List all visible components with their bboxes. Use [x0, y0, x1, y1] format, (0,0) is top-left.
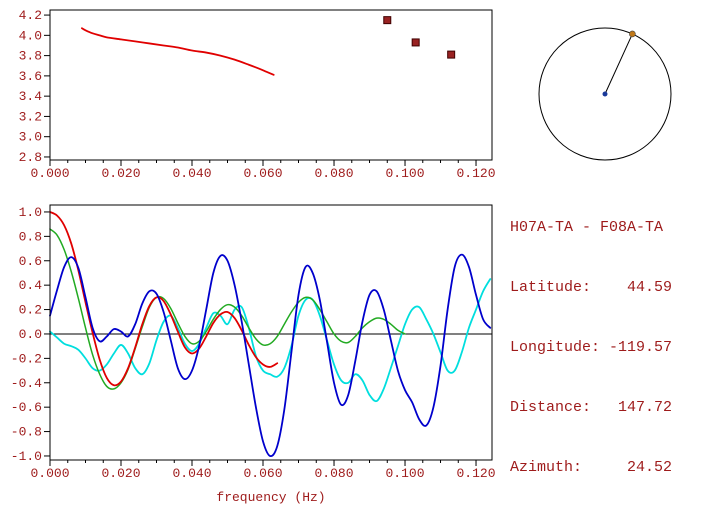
svg-text:0.040: 0.040	[173, 466, 212, 481]
svg-text:0.6: 0.6	[19, 254, 42, 269]
station-pair: H07A-TA - F08A-TA	[510, 219, 664, 236]
info-row-azimuth: Azimuth: 24.52	[510, 458, 672, 478]
info-label: Distance:	[510, 399, 592, 416]
info-label: Longitude:	[510, 339, 601, 356]
info-value: 147.72	[617, 399, 672, 416]
svg-text:0.100: 0.100	[386, 466, 425, 481]
info-value: 24.52	[626, 459, 672, 476]
svg-text:1.0: 1.0	[19, 205, 42, 220]
svg-text:0.040: 0.040	[173, 166, 212, 181]
azimuth-diagram	[538, 27, 672, 161]
svg-text:0.120: 0.120	[457, 166, 496, 181]
info-label: Azimuth:	[510, 459, 583, 476]
svg-text:3.0: 3.0	[19, 130, 42, 145]
svg-text:3.8: 3.8	[19, 49, 42, 64]
svg-text:0.020: 0.020	[101, 466, 140, 481]
svg-text:2.8: 2.8	[19, 150, 42, 165]
info-label: Latitude:	[510, 279, 592, 296]
svg-text:0.8: 0.8	[19, 229, 42, 244]
info-row-distance: Distance: 147.72	[510, 398, 672, 418]
info-row-latitude: Latitude: 44.59	[510, 278, 672, 298]
svg-text:-0.2: -0.2	[11, 351, 42, 366]
svg-text:0.000: 0.000	[30, 466, 69, 481]
svg-text:4.0: 4.0	[19, 28, 42, 43]
coherence-plot: 0.000 0.020 0.040 0.060 0.080 0.100 0.120 1.0 0.…	[11, 204, 496, 505]
svg-text:4.2: 4.2	[19, 8, 42, 23]
svg-text:0.120: 0.120	[457, 466, 496, 481]
svg-text:0.4: 0.4	[19, 278, 43, 293]
svg-text:-0.4: -0.4	[11, 376, 42, 391]
info-row-longitude: Longitude: -119.57	[510, 338, 672, 358]
station-info-panel: H07A-TA - F08A-TA Latitude: 44.59 Longitu…	[510, 178, 672, 519]
info-value: 44.59	[626, 279, 672, 296]
svg-text:0.060: 0.060	[244, 166, 283, 181]
svg-text:0.080: 0.080	[315, 466, 354, 481]
svg-text:0.020: 0.020	[101, 166, 140, 181]
svg-text:3.6: 3.6	[19, 69, 42, 84]
svg-text:0.000: 0.000	[30, 166, 69, 181]
dispersion-plot: 0.000 0.020 0.040 0.060 0.080 0.100 0.120 2.8 3.…	[19, 8, 496, 181]
svg-text:0.100: 0.100	[386, 166, 425, 181]
svg-text:-0.8: -0.8	[11, 425, 42, 440]
info-value: -119.57	[608, 339, 672, 356]
svg-text:-0.6: -0.6	[11, 400, 42, 415]
svg-text:0.060: 0.060	[244, 466, 283, 481]
svg-text:frequency (Hz): frequency (Hz)	[216, 490, 325, 505]
svg-text:3.2: 3.2	[19, 109, 42, 124]
svg-text:-1.0: -1.0	[11, 449, 42, 464]
svg-text:0.0: 0.0	[19, 327, 42, 342]
svg-text:0.080: 0.080	[315, 166, 354, 181]
svg-text:3.4: 3.4	[19, 89, 43, 104]
svg-text:0.2: 0.2	[19, 303, 42, 318]
